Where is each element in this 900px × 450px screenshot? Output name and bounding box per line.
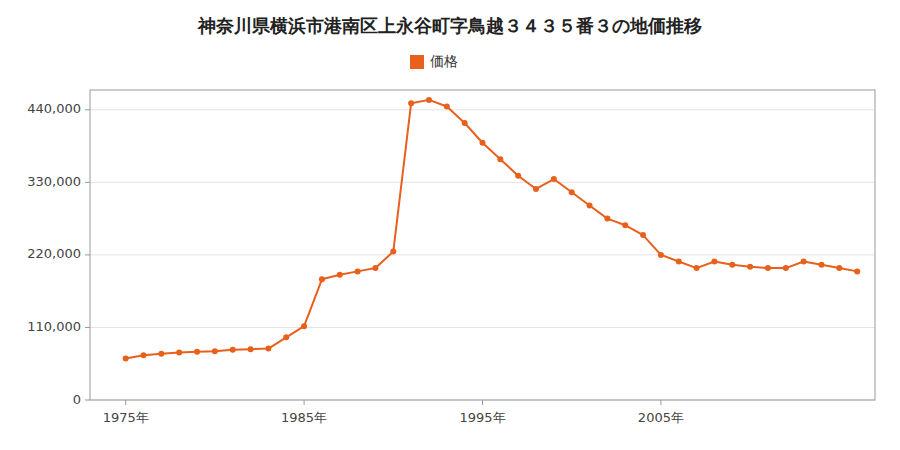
point — [658, 252, 664, 258]
point — [462, 120, 468, 126]
x-tick-label: 2005年 — [638, 410, 684, 425]
line — [126, 100, 857, 359]
point — [818, 262, 824, 268]
point — [355, 268, 361, 274]
x-tick — [125, 400, 126, 405]
point — [372, 265, 378, 271]
point — [194, 349, 200, 355]
grid-line — [90, 254, 875, 255]
y-tick-label: 110,000 — [27, 319, 81, 334]
x-tick — [482, 400, 483, 405]
point — [604, 216, 610, 222]
grid-line — [90, 109, 875, 110]
x-tick-label: 1985年 — [281, 410, 327, 425]
point — [319, 276, 325, 282]
point — [569, 189, 575, 195]
point — [676, 258, 682, 264]
point — [158, 351, 164, 357]
y-tick — [85, 182, 90, 183]
x-tick-label: 1975年 — [103, 410, 149, 425]
x-tick — [304, 400, 305, 405]
point — [515, 173, 521, 179]
point — [801, 258, 807, 264]
point — [337, 272, 343, 278]
grid-line — [90, 327, 875, 328]
point — [497, 156, 503, 162]
grid — [90, 110, 875, 400]
point — [248, 346, 254, 352]
chart-container: 神奈川県横浜市港南区上永谷町字鳥越３４３５番３の地価推移 0 110,000 220,… — [0, 0, 900, 450]
y-tick-label: 440,000 — [27, 101, 81, 116]
legend-label: 価格 — [430, 53, 458, 69]
y-tick-label: 220,000 — [27, 246, 81, 261]
x-axis: 1975年 1985年 1995年 2005年 — [103, 400, 684, 425]
point — [480, 140, 486, 146]
point — [283, 334, 289, 340]
point — [301, 323, 307, 329]
point — [426, 97, 432, 103]
point — [622, 222, 628, 228]
title: 神奈川県横浜市港南区上永谷町字鳥越３４３５番３の地価推移 — [197, 15, 702, 36]
plot-frame — [90, 90, 875, 400]
point — [711, 258, 717, 264]
y-tick — [85, 400, 90, 401]
y-tick-label: 0 — [73, 392, 81, 407]
y-tick — [85, 254, 90, 255]
x-tick — [660, 400, 661, 405]
chart-svg: 神奈川県横浜市港南区上永谷町字鳥越３４３５番３の地価推移 0 110,000 220,… — [0, 0, 900, 450]
point — [694, 265, 700, 271]
point — [123, 355, 129, 361]
point — [729, 262, 735, 268]
point — [836, 265, 842, 271]
point — [176, 350, 182, 356]
point — [765, 265, 771, 271]
x-tick-label: 1995年 — [459, 410, 505, 425]
legend-swatch — [410, 55, 424, 69]
point — [444, 103, 450, 109]
y-tick — [85, 327, 90, 328]
point — [212, 348, 218, 354]
y-tick — [85, 109, 90, 110]
point — [230, 347, 236, 353]
point — [747, 264, 753, 270]
point — [640, 232, 646, 238]
y-axis: 0 110,000 220,000 330,000 440,000 — [27, 101, 90, 406]
point — [265, 346, 271, 352]
point — [533, 186, 539, 192]
point — [587, 202, 593, 208]
point — [551, 176, 557, 182]
point — [783, 265, 789, 271]
point — [854, 268, 860, 274]
data-marks — [123, 97, 860, 362]
y-tick-label: 330,000 — [27, 174, 81, 189]
point — [408, 100, 414, 106]
grid-line — [90, 182, 875, 183]
point — [141, 352, 147, 358]
legend: 価格 — [410, 53, 458, 69]
point — [390, 249, 396, 255]
